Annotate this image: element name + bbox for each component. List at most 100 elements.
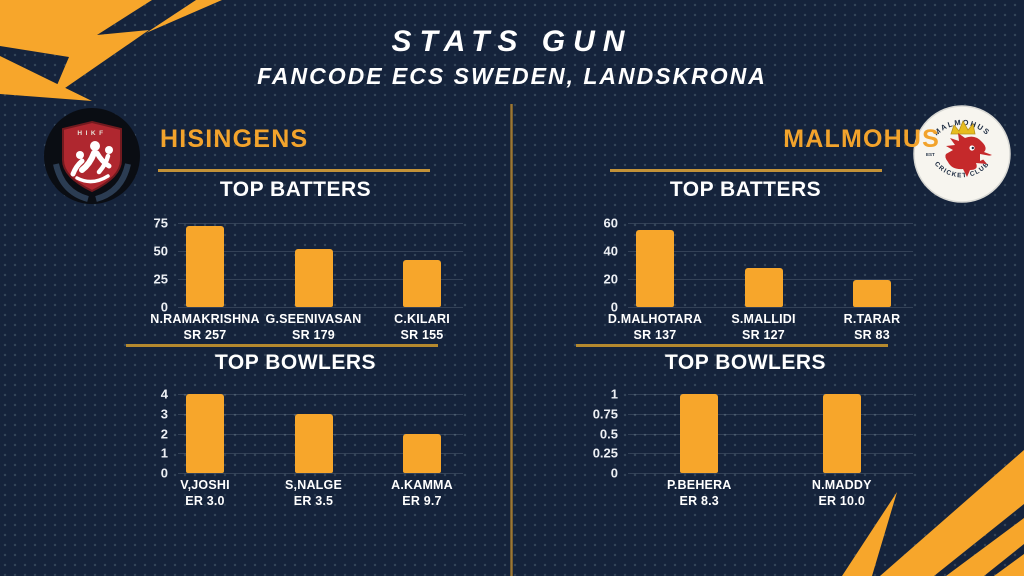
y-axis: 0 20 40 60	[578, 216, 628, 315]
bar	[294, 248, 333, 307]
bar-slot: V,JOSHI ER 3.0	[180, 394, 230, 508]
malmohus-cricket-club-logo-icon: MALMOHUS CRICKET CLUB EST	[913, 105, 1011, 203]
player-name: S,NALGE	[285, 478, 342, 492]
bar-slot: S,NALGE ER 3.5	[285, 394, 342, 508]
malmohus-top-batters-title: TOP BATTERS	[669, 178, 822, 201]
gridline	[628, 307, 913, 308]
bar	[822, 394, 861, 473]
player-name: A.KAMMA	[391, 478, 453, 492]
y-tick-label: 2	[160, 426, 168, 441]
y-axis: 0 0.25 0.5 0.75 1	[578, 387, 628, 481]
bar-slot: P.BEHERA ER 8.3	[667, 394, 731, 508]
bar-label: V,JOSHI ER 3.0	[120, 478, 290, 509]
y-tick-label: 0.5	[599, 426, 618, 441]
y-tick-label: 40	[603, 243, 618, 259]
y-tick-label: 1	[160, 445, 168, 461]
plot-area: N.RAMAKRISHNA SR 257 G.SEENIVASAN SR 179 C.K…	[150, 223, 463, 342]
y-axis: 0 1 2 3 4	[128, 387, 178, 481]
bar	[403, 259, 441, 307]
bar-label: G.SEENIVASAN SR 179	[229, 312, 399, 343]
bar-label: N.RAMAKRISHNA SR 257	[120, 312, 290, 343]
bar-slot: S.MALLIDI SR 127	[731, 223, 795, 342]
y-tick-label: 3	[160, 406, 168, 422]
bar-slot: A.KAMMA ER 9.7	[391, 394, 453, 508]
player-name: D.MALHOTARA	[607, 312, 703, 326]
hisingens-top-batters-title: TOP BATTERS	[219, 178, 372, 201]
plot-area: P.BEHERA ER 8.3 N.MADDY ER 10.0	[628, 394, 913, 508]
hisingens-logo-text: HIKF	[77, 130, 106, 137]
page-title: STATS GUN	[391, 25, 633, 58]
player-stat: SR 83	[854, 327, 890, 342]
bar-slot: N.RAMAKRISHNA SR 257	[150, 223, 260, 342]
player-name: G.SEENIVASAN	[265, 312, 362, 326]
vertical-divider	[510, 104, 513, 576]
player-name: R.TARAR	[843, 312, 901, 326]
malmohus-top-bowlers-chart: 0 0.25 0.5 0.75 1 P.BEHERA ER 8.3 N.MADDY ER 10.…	[578, 387, 913, 508]
player-name: N.RAMAKRISHNA	[150, 312, 260, 326]
y-tick-label: 0	[610, 465, 618, 481]
bar	[636, 230, 674, 307]
plot-area: V,JOSHI ER 3.0 S,NALGE ER 3.5 A.KAMMA ER 9.7	[178, 394, 463, 508]
bar-label: A.KAMMA ER 9.7	[337, 478, 507, 509]
hisingens-top-bowlers-chart: 0 1 2 3 4 V,JOSHI ER 3.0 S,NALGE ER 3.5 A.KAMMA ER…	[128, 387, 463, 508]
hisingens-section-divider	[126, 344, 438, 347]
bar-label: S,NALGE ER 3.5	[229, 478, 399, 509]
bar-slot: C.KILARI SR 155	[394, 223, 450, 342]
y-tick-label: 20	[603, 271, 618, 287]
bar-slot: G.SEENIVASAN SR 179	[266, 223, 361, 342]
y-tick-label: 0	[610, 299, 618, 315]
player-stat: SR 127	[742, 327, 785, 342]
malmohus-logo-est-text: EST	[926, 152, 935, 157]
hisingens-team-name: HISINGENS	[160, 125, 309, 153]
player-stat: SR 155	[400, 327, 444, 342]
y-tick-label: 1	[610, 386, 618, 402]
player-stat: ER 10.0	[818, 493, 866, 508]
malmohus-team-name: MALMOHUS	[783, 125, 940, 153]
bar	[744, 267, 783, 307]
player-stat: SR 257	[183, 327, 227, 342]
player-stat: ER 9.7	[402, 493, 442, 508]
player-stat: SR 137	[633, 327, 677, 342]
y-axis: 0 25 50 75	[128, 216, 178, 315]
gridline	[628, 433, 913, 435]
gridline	[628, 394, 913, 395]
gridline	[628, 223, 913, 224]
gridline	[178, 223, 463, 224]
bar-row: N.RAMAKRISHNA SR 257 G.SEENIVASAN SR 179 C.K…	[150, 223, 463, 342]
gridline	[628, 251, 913, 252]
player-stat: ER 3.5	[293, 493, 334, 508]
gridline	[178, 307, 463, 308]
bar-label: D.MALHOTARA SR 137	[570, 312, 740, 343]
hisingens-top-batters-chart: 0 25 50 75 N.RAMAKRISHNA SR 257 G.SEENIVASAN SR…	[128, 216, 463, 342]
bar	[403, 433, 441, 473]
malmohus-section-divider	[576, 344, 888, 347]
y-tick-label: 50	[153, 243, 168, 259]
y-tick-label: 0	[160, 299, 168, 315]
lightning-bolt-decoration-top-left	[0, 0, 222, 101]
hisingens-club-logo-icon: HIKF	[44, 108, 140, 204]
bar	[186, 394, 224, 473]
y-tick-label: 25	[153, 271, 168, 287]
gridline	[178, 473, 463, 474]
bar-slot: R.TARAR SR 83	[844, 223, 900, 342]
player-stat: ER 8.3	[679, 493, 719, 508]
bar-row: V,JOSHI ER 3.0 S,NALGE ER 3.5 A.KAMMA ER 9.7	[178, 394, 463, 508]
bar	[186, 226, 224, 307]
hisingens-underline	[158, 169, 430, 172]
gridline	[178, 394, 463, 395]
bar-label: P.BEHERA ER 8.3	[614, 478, 784, 509]
y-tick-label: 0.25	[592, 445, 618, 461]
y-tick-label: 4	[160, 386, 168, 402]
gridline	[628, 473, 913, 474]
malmohus-underline	[610, 169, 882, 172]
bar-label: N.MADDY ER 10.0	[757, 478, 927, 509]
plot-area: D.MALHOTARA SR 137 S.MALLIDI SR 127 R.TARAR S…	[608, 223, 913, 342]
player-name: N.MADDY	[811, 478, 872, 492]
player-name: C.KILARI	[394, 312, 450, 326]
player-name: V,JOSHI	[180, 478, 230, 492]
hisingens-top-bowlers-title: TOP BOWLERS	[214, 351, 377, 374]
y-tick-label: 0	[160, 465, 168, 481]
player-name: P.BEHERA	[666, 478, 732, 492]
player-stat: SR 179	[292, 327, 335, 342]
